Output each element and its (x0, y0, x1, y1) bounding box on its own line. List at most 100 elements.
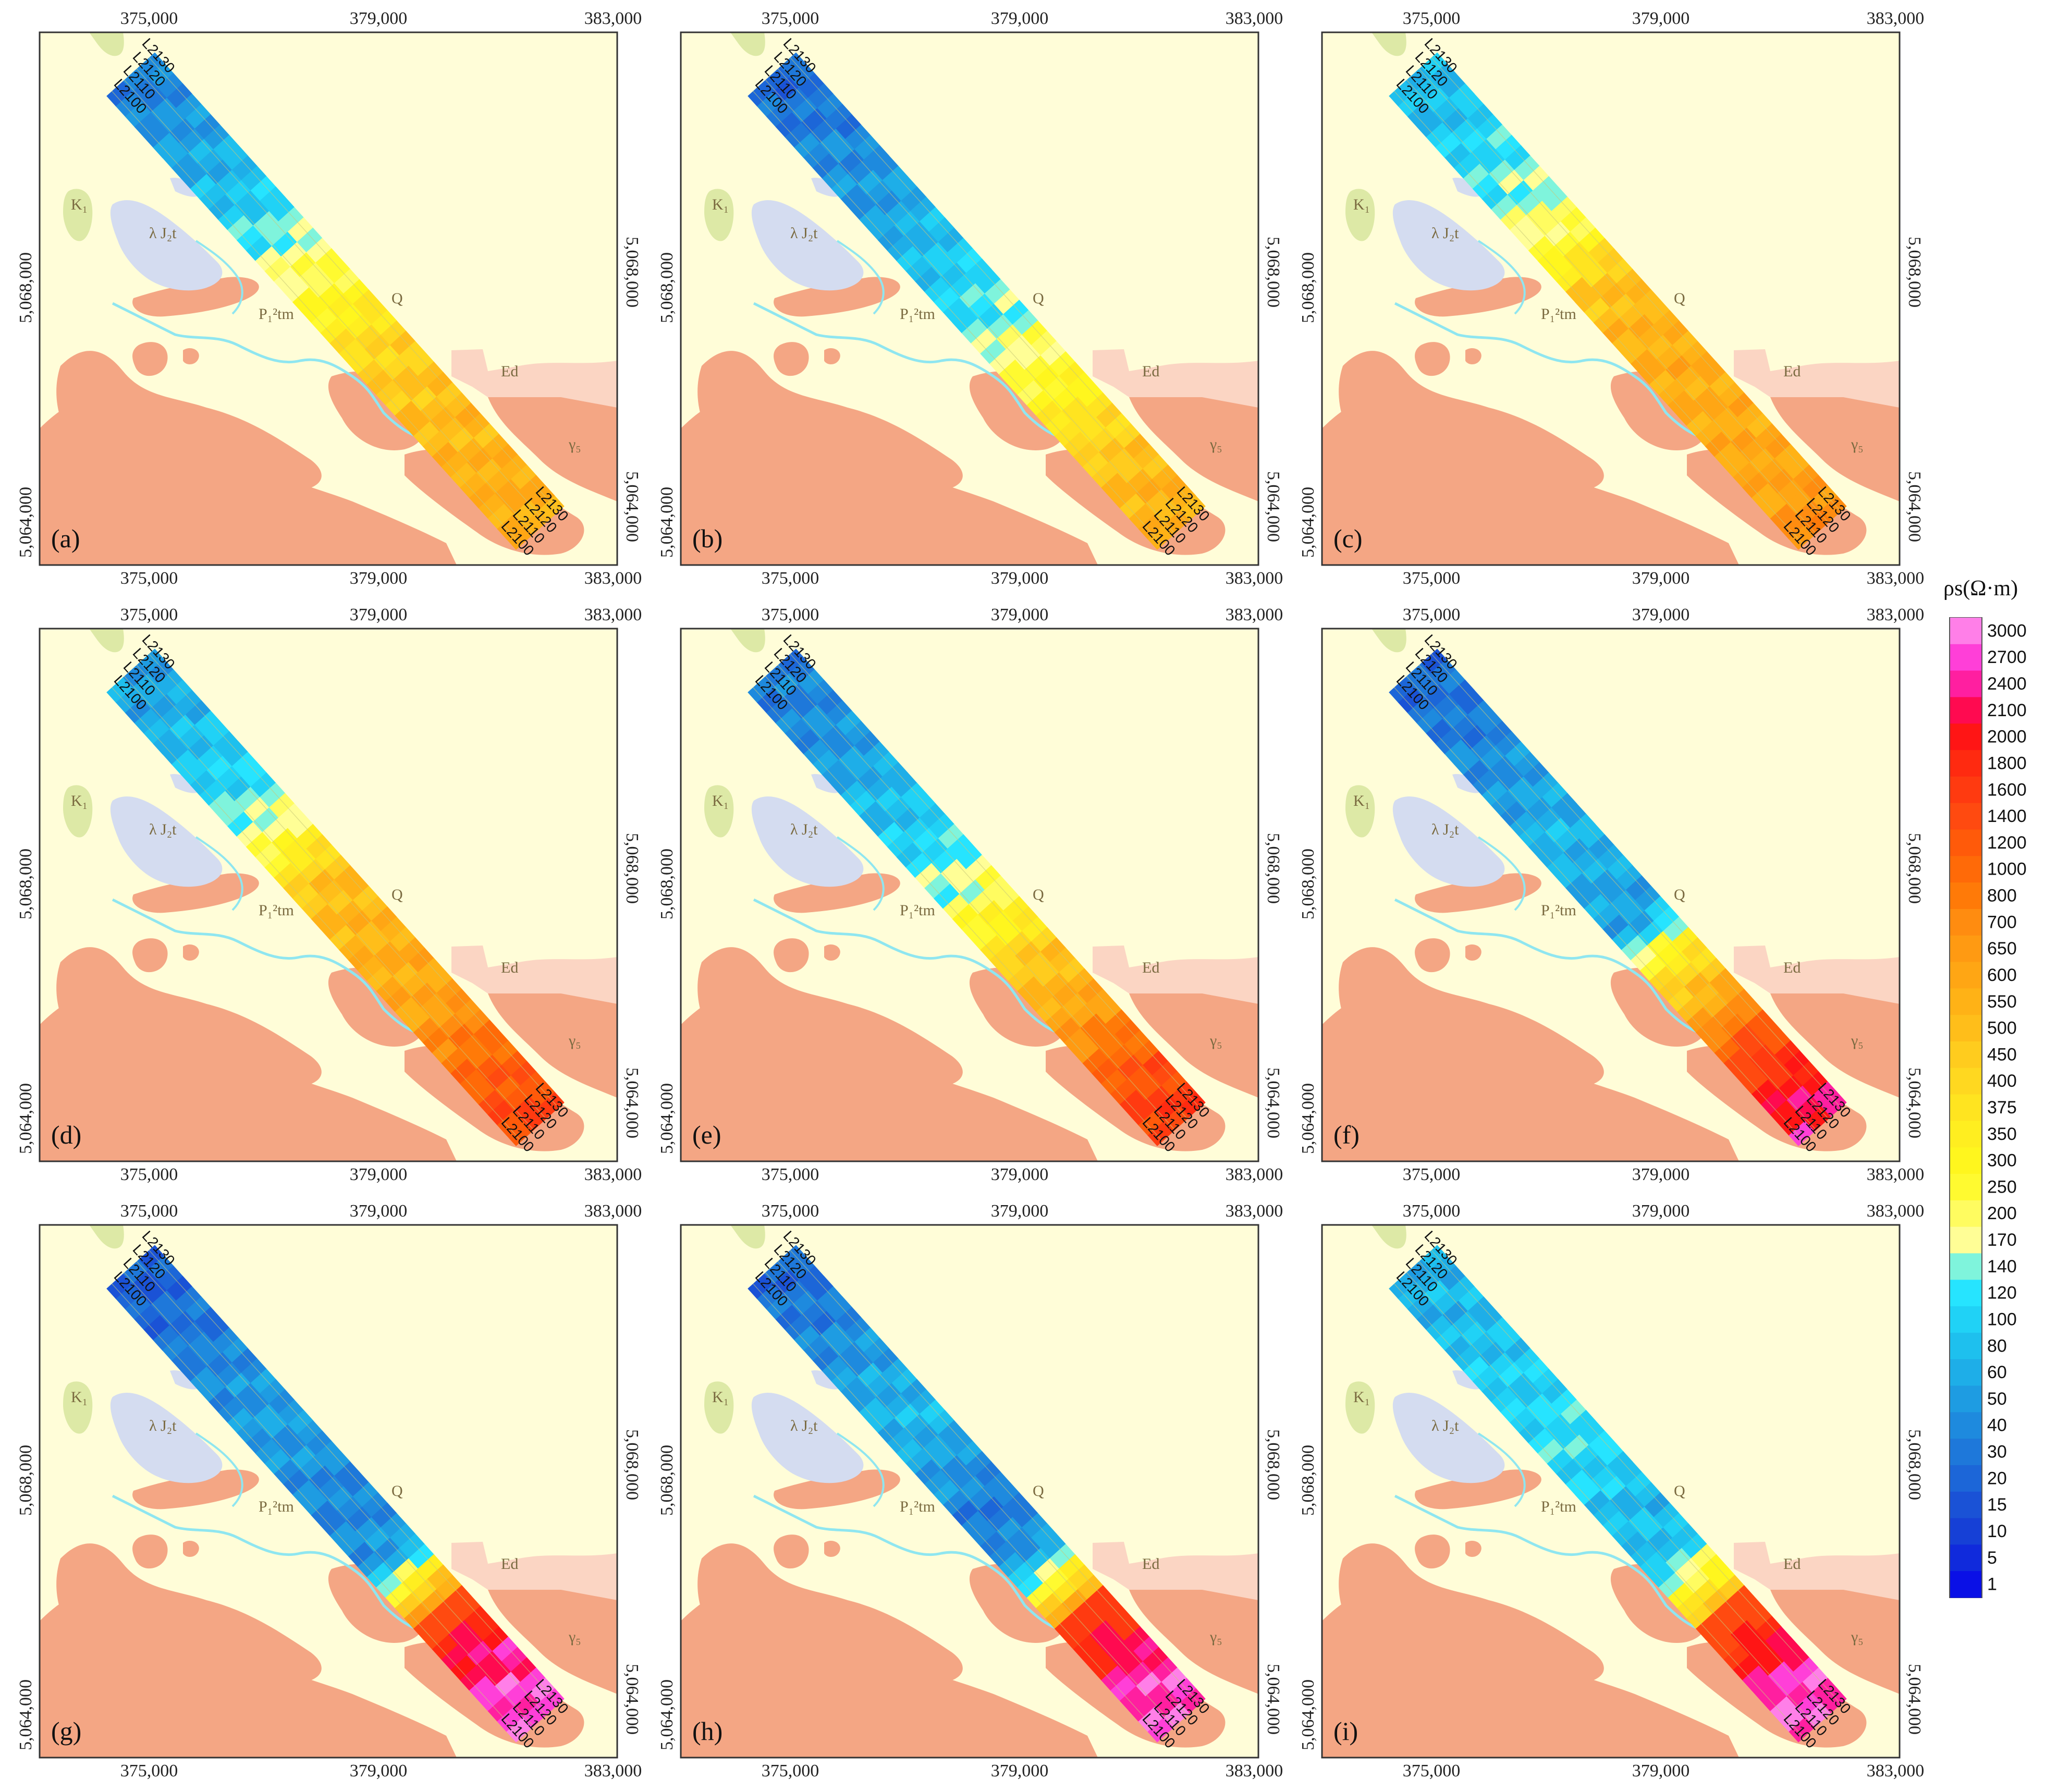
resistivity-cell (1774, 1636, 1801, 1662)
bottom-tick-label: 383,000 (1226, 1165, 1283, 1184)
resistivity-cell (361, 1492, 388, 1518)
resistivity-cell (977, 900, 1004, 926)
bottom-tick-label: 375,000 (120, 1165, 178, 1184)
resistivity-cell (1765, 434, 1791, 459)
resistivity-cell (143, 122, 170, 148)
resistivity-cell (252, 1404, 279, 1429)
survey-line (149, 57, 559, 512)
resistivity-cell (1031, 927, 1057, 953)
resistivity-cell (1570, 217, 1596, 243)
resistivity-cell (383, 355, 409, 381)
resistivity-cell (222, 1337, 249, 1364)
resistivity-cell (1665, 951, 1692, 977)
resistivity-cell (817, 93, 843, 119)
resistivity-cell (392, 962, 419, 988)
resistivity-cell (959, 283, 985, 309)
resistivity-cell (1442, 704, 1468, 730)
resistivity-cell (1665, 1548, 1692, 1574)
resistivity-cell (125, 698, 151, 724)
resistivity-cell (234, 787, 260, 813)
resistivity-cell (1416, 1305, 1443, 1330)
resistivity-cell (831, 1366, 858, 1392)
resistivity-cell (283, 873, 310, 899)
resistivity-cell (775, 112, 802, 138)
resistivity-cell (464, 1605, 490, 1631)
resistivity-cell (1442, 108, 1468, 134)
resistivity-cell (334, 865, 360, 891)
resistivity-cell (1805, 1702, 1831, 1728)
resistivity-cell (1653, 1502, 1680, 1528)
resistivity-cell (813, 1346, 839, 1372)
resistivity-cell (838, 1342, 864, 1368)
survey-line (124, 676, 534, 1130)
resistivity-cell (1404, 67, 1431, 92)
resistivity-cell (215, 766, 242, 792)
resistivity-cell (942, 298, 969, 323)
resistivity-cell (773, 1269, 799, 1295)
resistivity-cell (1742, 1069, 1769, 1095)
resistivity-cell (1616, 268, 1643, 294)
geology-label-g5: γ₅ (1851, 1032, 1864, 1049)
resistivity-cell (346, 1506, 372, 1532)
resistivity-cell (835, 114, 862, 140)
resistivity-cell (1133, 1040, 1159, 1066)
resistivity-cell (1439, 73, 1466, 99)
resistivity-cell (1488, 159, 1515, 185)
resistivity-cell (840, 184, 867, 210)
resistivity-cell (984, 279, 1010, 305)
resistivity-cell (1572, 1445, 1598, 1470)
resistivity-cell (317, 1476, 344, 1502)
resistivity-cell (364, 931, 390, 957)
resistivity-cell (157, 669, 183, 695)
resistivity-cell (1043, 376, 1069, 402)
legend-tick-label: 60 (1987, 1363, 2007, 1382)
resistivity-cell (203, 124, 230, 150)
top-tick-label: 379,000 (350, 605, 408, 624)
legend-swatch (1950, 1067, 1981, 1095)
resistivity-cell (327, 890, 353, 915)
resistivity-cell (1686, 1603, 1713, 1629)
resistivity-cell (1514, 1348, 1540, 1374)
resistivity-cell (789, 1255, 815, 1281)
resistivity-cell (828, 139, 855, 165)
resistivity-cell (1414, 77, 1440, 103)
resistivity-cell (1746, 1009, 1772, 1035)
geology-label-p1tm: P₁²tm (900, 1498, 935, 1515)
resistivity-cell (482, 1626, 509, 1652)
resistivity-cell (1002, 1492, 1029, 1518)
resistivity-cell (1634, 1482, 1661, 1508)
resistivity-cell (1653, 906, 1680, 932)
resistivity-cell (1637, 920, 1663, 947)
resistivity-cell (766, 1294, 792, 1320)
resistivity-cell (243, 201, 270, 227)
resistivity-cell (875, 787, 901, 813)
resistivity-cell (1560, 1400, 1587, 1425)
resistivity-cell (1721, 1610, 1747, 1636)
resistivity-cell (1101, 473, 1128, 499)
resistivity-cell (467, 448, 493, 474)
right-tick-label: 5,064,000 (622, 1067, 642, 1138)
geology-label-j2t: λ J₂t (790, 821, 818, 838)
resistivity-cell (1024, 951, 1050, 977)
resistivity-cell (181, 1356, 207, 1382)
bottom-tick-label: 375,000 (1403, 569, 1461, 588)
survey-line (777, 68, 1187, 523)
top-tick-label: 383,000 (1226, 1201, 1283, 1221)
resistivity-cell (826, 700, 852, 726)
resistivity-cell (1631, 945, 1657, 971)
resistivity-cell (354, 1517, 381, 1543)
resistivity-cell (176, 690, 202, 716)
resistivity-cell (357, 1552, 384, 1578)
resistivity-cell (987, 1506, 1013, 1532)
resistivity-cell (280, 838, 307, 864)
right-tick-label: 5,068,000 (622, 237, 642, 308)
resistivity-cell (847, 1352, 874, 1378)
resistivity-cell (1138, 514, 1165, 540)
resistivity-cell (863, 145, 890, 171)
resistivity-cell (1721, 417, 1747, 443)
resistivity-cell (1033, 365, 1060, 391)
resistivity-cell (1793, 1657, 1819, 1683)
resistivity-cell (153, 132, 179, 158)
resistivity-cell (949, 1465, 976, 1491)
geology-label-g5: γ₅ (1851, 436, 1864, 453)
